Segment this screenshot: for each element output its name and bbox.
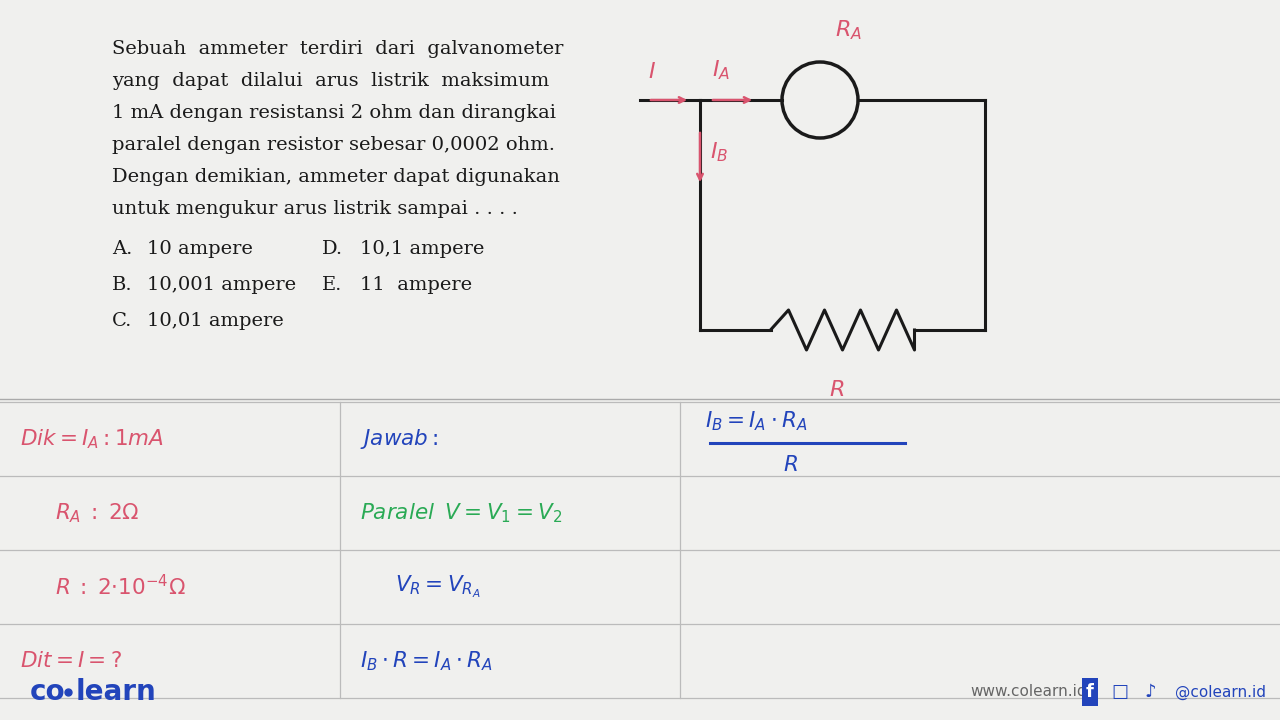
Text: E.: E. (323, 276, 342, 294)
Text: 10 ampere: 10 ampere (147, 240, 253, 258)
Text: $Dik = I_A : 1mA$: $Dik = I_A : 1mA$ (20, 427, 164, 451)
Text: $I_B = I_A \cdot R_A$: $I_B = I_A \cdot R_A$ (705, 409, 808, 433)
Text: C.: C. (113, 312, 132, 330)
Text: co: co (29, 678, 65, 706)
Text: 10,1 ampere: 10,1 ampere (360, 240, 484, 258)
Text: $I_B \cdot R = I_A \cdot R_A$: $I_B \cdot R = I_A \cdot R_A$ (360, 649, 493, 672)
Text: A.: A. (113, 240, 132, 258)
Text: 10,01 ampere: 10,01 ampere (147, 312, 284, 330)
Text: www.colearn.id: www.colearn.id (970, 685, 1087, 700)
Text: Dengan demikian, ammeter dapat digunakan: Dengan demikian, ammeter dapat digunakan (113, 168, 559, 186)
Text: learn: learn (76, 678, 156, 706)
Text: I: I (648, 62, 654, 82)
Text: untuk mengukur arus listrik sampai . . . .: untuk mengukur arus listrik sampai . . .… (113, 200, 518, 218)
Text: B.: B. (113, 276, 133, 294)
Text: paralel dengan resistor sebesar 0,0002 ohm.: paralel dengan resistor sebesar 0,0002 o… (113, 136, 556, 154)
Text: $R$: $R$ (782, 455, 797, 475)
Text: $R \;:\; 2{\cdot}10^{-4}\Omega$: $R \;:\; 2{\cdot}10^{-4}\Omega$ (55, 575, 186, 600)
Text: $R_A \;:\; 2\Omega$: $R_A \;:\; 2\Omega$ (55, 501, 140, 525)
Text: $Dit = I = ?$: $Dit = I = ?$ (20, 651, 122, 671)
Text: 11  ampere: 11 ampere (360, 276, 472, 294)
Text: 10,001 ampere: 10,001 ampere (147, 276, 296, 294)
Text: @colearn.id: @colearn.id (1175, 685, 1266, 700)
Text: D.: D. (323, 240, 343, 258)
Text: $I_B$: $I_B$ (710, 140, 728, 163)
Text: f: f (1085, 683, 1094, 701)
Text: yang  dapat  dilalui  arus  listrik  maksimum: yang dapat dilalui arus listrik maksimum (113, 72, 549, 90)
Text: ♪: ♪ (1144, 683, 1156, 701)
Text: 1 mA dengan resistansi 2 ohm dan dirangkai: 1 mA dengan resistansi 2 ohm dan dirangk… (113, 104, 556, 122)
Text: $Paralel \;\; V = V_1 = V_2$: $Paralel \;\; V = V_1 = V_2$ (360, 501, 562, 525)
Text: $R_A$: $R_A$ (835, 19, 861, 42)
Text: $I_A$: $I_A$ (712, 58, 730, 82)
Text: □: □ (1111, 683, 1129, 701)
Text: Sebuah  ammeter  terdiri  dari  galvanometer: Sebuah ammeter terdiri dari galvanometer (113, 40, 563, 58)
Text: $V_R = V_{R_A}$: $V_R = V_{R_A}$ (396, 574, 481, 600)
Text: R: R (829, 380, 845, 400)
Text: $Jawab :$: $Jawab :$ (360, 427, 438, 451)
